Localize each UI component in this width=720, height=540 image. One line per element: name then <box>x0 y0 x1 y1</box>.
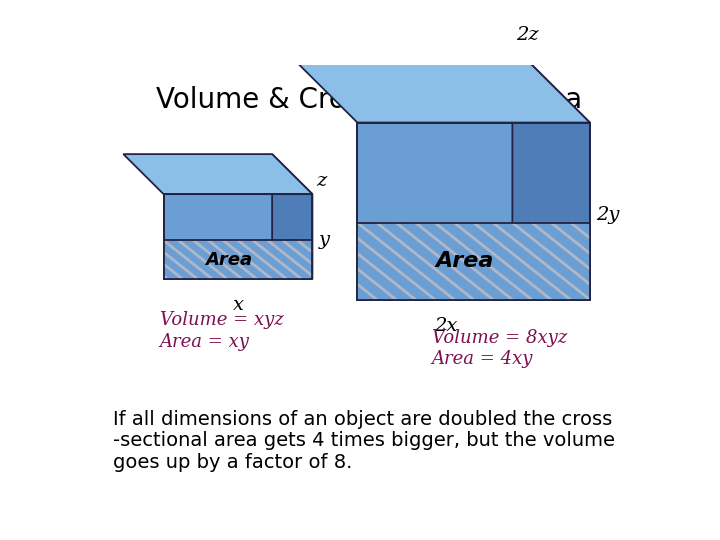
Text: goes up by a factor of 8.: goes up by a factor of 8. <box>113 453 353 472</box>
Text: 2y: 2y <box>596 206 619 224</box>
Polygon shape <box>272 154 312 279</box>
Text: y: y <box>319 231 330 249</box>
Text: z: z <box>316 172 327 190</box>
Polygon shape <box>357 222 590 300</box>
Text: -sectional area gets 4 times bigger, but the volume: -sectional area gets 4 times bigger, but… <box>113 431 616 450</box>
Polygon shape <box>280 45 590 123</box>
Polygon shape <box>513 45 590 300</box>
Text: Area = xy: Area = xy <box>160 333 250 351</box>
Text: Area = 4xy: Area = 4xy <box>432 350 533 368</box>
Polygon shape <box>163 194 312 279</box>
Text: 2z: 2z <box>516 26 539 44</box>
Text: If all dimensions of an object are doubled the cross: If all dimensions of an object are doubl… <box>113 410 613 429</box>
Text: Volume = 8xyz: Volume = 8xyz <box>432 329 567 347</box>
Text: Area: Area <box>435 251 493 271</box>
Polygon shape <box>357 123 590 300</box>
Text: Volume & Cross-sectional Area: Volume & Cross-sectional Area <box>156 86 582 114</box>
Text: Volume = xyz: Volume = xyz <box>160 311 284 329</box>
Text: Area: Area <box>205 251 253 268</box>
Polygon shape <box>163 240 312 279</box>
Polygon shape <box>123 154 312 194</box>
Text: 2x: 2x <box>434 316 457 335</box>
Text: x: x <box>233 296 243 314</box>
